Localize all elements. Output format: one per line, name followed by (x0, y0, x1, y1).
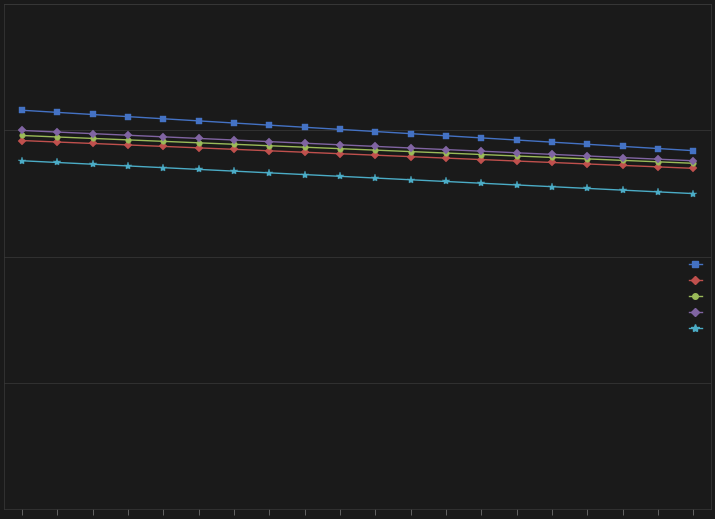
Legend: , , , , : , , , , (689, 260, 705, 334)
